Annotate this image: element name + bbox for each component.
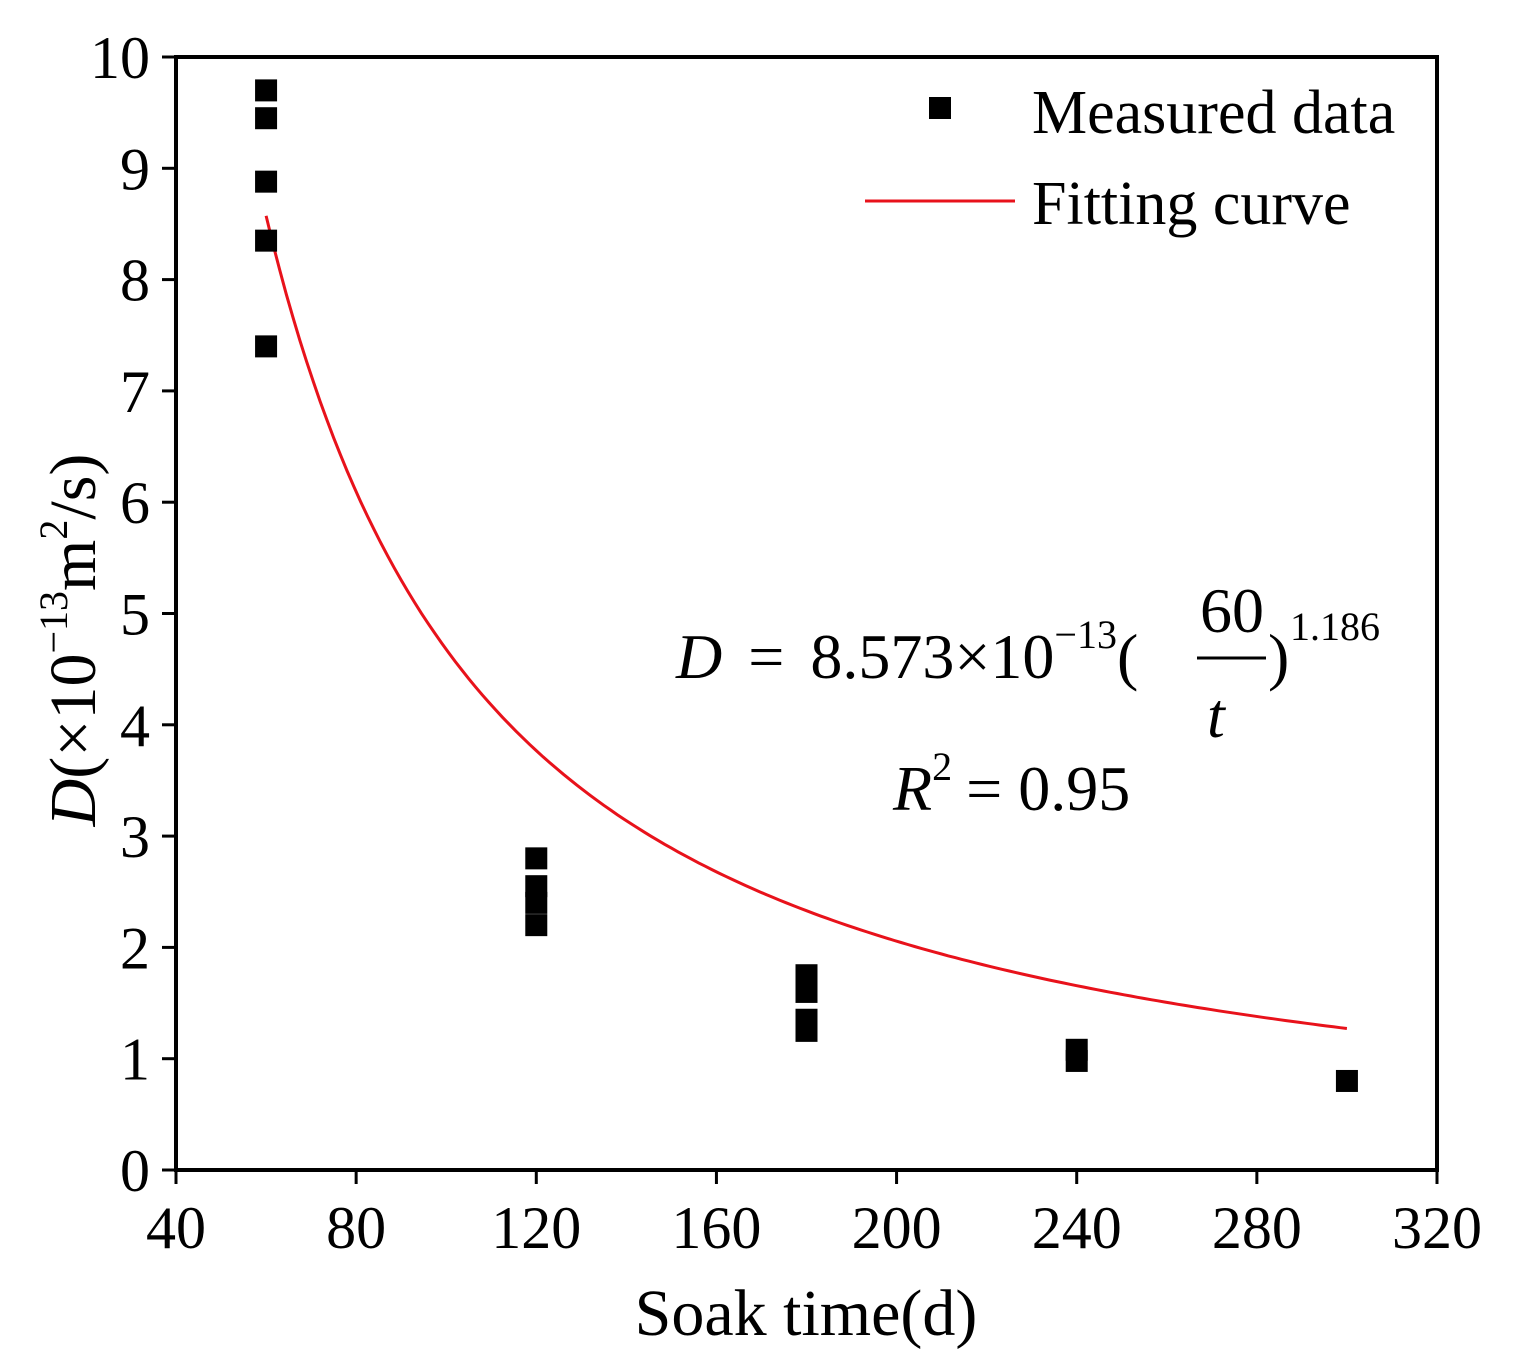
y-tick-label: 3 [120, 804, 150, 870]
fit-equation: D = 8.573×10−13( 60 t ) 1.186 R2 = 0.95 [675, 575, 1380, 824]
equation-denominator: t [1207, 680, 1227, 751]
y-axis-title: D(×10−13m2/s) [31, 454, 110, 828]
measured-data-point [525, 892, 547, 914]
equation-numerator: 60 [1200, 575, 1264, 646]
y-tick-label: 2 [120, 915, 150, 981]
y-tick-label: 7 [120, 359, 150, 425]
y-tick-label: 6 [120, 470, 150, 536]
y-tick-label: 9 [120, 136, 150, 202]
chart: 40 80 120 160 200 240 280 320 0 1 2 3 4 5 6 7 8 9 10 Meas… [0, 0, 1520, 1372]
x-tick-label: 280 [1212, 1195, 1302, 1261]
y-tick-label: 4 [120, 693, 150, 759]
x-tick-label: 240 [1032, 1195, 1122, 1261]
y-tick-label: 10 [90, 25, 150, 91]
measured-data-point [255, 79, 277, 101]
y-axis-ticks: 0 1 2 3 4 5 6 7 8 9 10 [90, 25, 176, 1204]
y-tick-label: 5 [120, 582, 150, 648]
x-tick-label: 320 [1392, 1195, 1482, 1261]
measured-data-point [1336, 1070, 1358, 1092]
y-tick-label: 0 [120, 1138, 150, 1204]
measured-data-point [796, 1020, 818, 1042]
measured-data-point [525, 847, 547, 869]
legend-label-fitting: Fitting curve [1032, 170, 1351, 238]
legend-marker-measured [929, 97, 951, 119]
y-tick-label: 8 [120, 248, 150, 314]
fitting-curve-line [266, 216, 1347, 1029]
measured-data-point [1066, 1050, 1088, 1072]
measured-data-point [255, 171, 277, 193]
measured-data-point [255, 335, 277, 357]
measured-data-point [796, 981, 818, 1003]
legend: Measured data Fitting curve [865, 79, 1395, 238]
equation-exponent: 1.186 [1290, 604, 1380, 649]
legend-label-measured: Measured data [1032, 79, 1395, 147]
x-axis-title: Soak time(d) [635, 1277, 978, 1350]
x-tick-label: 120 [491, 1195, 581, 1261]
measured-data-point [255, 230, 277, 252]
equation-close: ) [1268, 621, 1289, 692]
y-tick-label: 1 [120, 1027, 150, 1093]
r-squared: R2 = 0.95 [892, 744, 1130, 824]
x-tick-label: 160 [671, 1195, 761, 1261]
measured-data-point [525, 914, 547, 936]
x-tick-label: 200 [852, 1195, 942, 1261]
equation-main: D = 8.573×10−13( [675, 612, 1138, 692]
x-axis-ticks: 40 80 120 160 200 240 280 320 [146, 1170, 1482, 1261]
x-tick-label: 80 [326, 1195, 386, 1261]
x-tick-label: 40 [146, 1195, 206, 1261]
measured-data-point [255, 107, 277, 129]
